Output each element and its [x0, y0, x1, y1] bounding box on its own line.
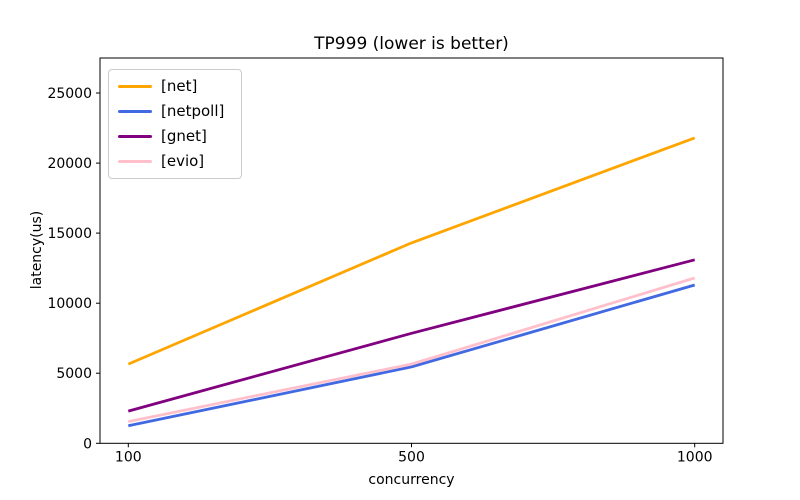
- y-tick-label: 5000: [56, 366, 92, 382]
- series-line-net: [127, 136, 696, 366]
- legend: [net] [netpoll] [gnet] [evio]: [108, 69, 242, 179]
- series-line-gnet: [127, 258, 696, 413]
- legend-label: [gnet]: [161, 127, 207, 145]
- legend-item-evio: [evio]: [118, 154, 232, 169]
- x-tick-label: 1000: [677, 449, 713, 465]
- y-tick-label: 25000: [47, 86, 92, 102]
- series-line-evio: [128, 276, 696, 423]
- x-tick-label: 500: [398, 449, 425, 465]
- chart-title: TP999 (lower is better): [314, 34, 509, 54]
- legend-label: [netpoll]: [161, 102, 225, 120]
- x-axis-label: concurrency: [368, 472, 455, 488]
- legend-line-swatch: [118, 160, 152, 163]
- legend-label: [evio]: [161, 152, 205, 170]
- y-tick-label: 10000: [47, 296, 92, 312]
- y-tick-label: 0: [83, 436, 92, 452]
- legend-line-swatch: [118, 135, 152, 138]
- legend-item-net: [net]: [118, 79, 232, 94]
- series-line-netpoll: [128, 283, 696, 428]
- x-tick-label: 100: [115, 449, 142, 465]
- y-tick-label: 15000: [47, 226, 92, 242]
- y-axis-label: latency(us): [29, 210, 45, 290]
- legend-line-swatch: [118, 110, 152, 113]
- y-tick-label: 20000: [47, 156, 92, 172]
- legend-label: [net]: [161, 77, 198, 95]
- legend-item-gnet: [gnet]: [118, 129, 232, 144]
- legend-item-netpoll: [netpoll]: [118, 104, 232, 119]
- legend-line-swatch: [118, 85, 152, 88]
